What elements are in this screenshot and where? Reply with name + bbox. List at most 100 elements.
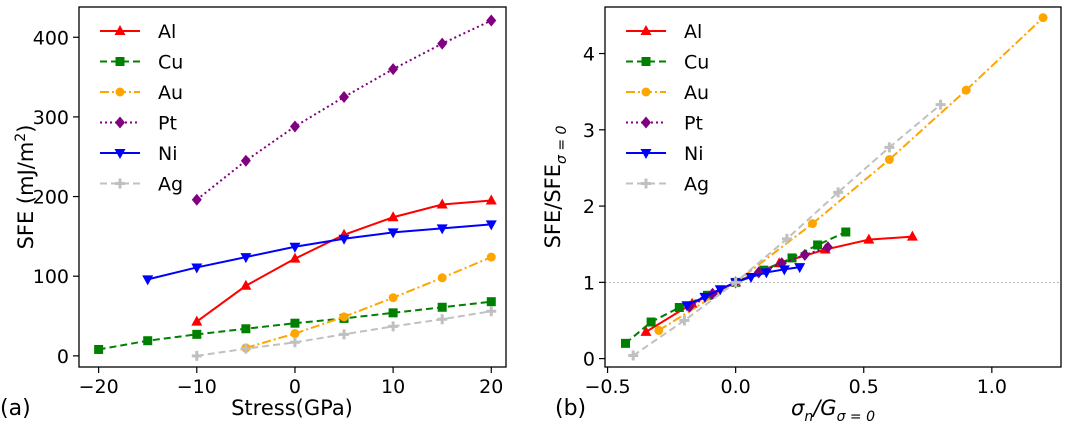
panel-a-x-axis-label: Stress(GPa): [231, 396, 353, 420]
legend-marker-ni: [114, 149, 126, 159]
data-point-ni: [681, 301, 693, 312]
legend-marker-al: [114, 25, 126, 35]
data-point-ni: [485, 220, 497, 231]
data-point-al: [906, 230, 918, 241]
x-tick-label: 0.5: [849, 376, 879, 398]
data-point-cu: [620, 338, 630, 348]
data-point-pt: [388, 63, 399, 76]
data-point-cu: [143, 336, 153, 346]
legend-label-ni: Ni: [158, 143, 178, 165]
data-point-cu: [486, 297, 496, 307]
data-point-ag: [781, 233, 792, 244]
panel-b-y-label-main: SFE/SFE: [541, 164, 565, 248]
data-point-au: [486, 252, 496, 262]
y-tick-label: 1: [583, 272, 595, 294]
data-point-cu: [813, 240, 823, 250]
legend-label-al: Al: [158, 21, 176, 43]
legend-marker-pt: [115, 116, 125, 129]
x-tick-label: 0: [289, 376, 301, 398]
data-point-al: [863, 233, 875, 244]
y-tick-label: 2: [583, 196, 595, 218]
legend-label-cu: Cu: [684, 52, 709, 74]
panel-b-label: (b): [555, 396, 586, 421]
y-tick-label: 200: [33, 187, 69, 209]
legend-label-ag: Ag: [684, 174, 709, 196]
panel-a-y-label-sup: 2: [13, 133, 29, 142]
data-point-ni: [745, 273, 757, 283]
panel-b-x-label-sub2: σ = 0: [837, 409, 876, 425]
data-point-au: [884, 155, 894, 165]
legend-label-au: Au: [684, 82, 709, 104]
data-point-ni: [191, 263, 203, 274]
data-point-pt: [437, 37, 448, 50]
legend-marker-al: [640, 25, 652, 35]
legend-label-al: Al: [684, 21, 702, 43]
data-point-al: [485, 194, 497, 205]
data-point-ni: [714, 285, 726, 296]
legend-marker-pt: [641, 116, 651, 129]
series-line-au: [245, 256, 492, 349]
panel-a-y-label-main: SFE (mJ/m: [14, 142, 38, 250]
y-tick-label: 0: [57, 346, 69, 368]
y-tick-label: 300: [33, 107, 69, 129]
panel-b-x-label-main: σ: [791, 396, 805, 420]
legend-marker-ag: [115, 178, 125, 189]
panel-b-x-label-mid: /G: [811, 396, 836, 420]
panel-a-data-marks: [94, 14, 497, 361]
panel-b-y-label-sub: σ = 0: [554, 125, 570, 164]
legend-label-au: Au: [158, 82, 183, 104]
data-point-au: [808, 219, 818, 229]
data-point-pt: [799, 248, 810, 261]
data-point-au: [1038, 13, 1048, 23]
data-point-ni: [760, 268, 772, 279]
data-point-ni: [387, 228, 399, 239]
data-point-cu: [94, 344, 104, 354]
legend-label-cu: Cu: [158, 52, 183, 74]
data-point-ag: [679, 315, 690, 326]
x-tick-label: 0.0: [721, 376, 751, 398]
y-tick-label: 400: [33, 27, 69, 49]
panel-a-legend: Al Cu Au Pt Ni Ag: [100, 21, 183, 196]
x-tick-label: 10: [381, 376, 405, 398]
data-point-ni: [338, 234, 350, 245]
panel-a-y-label-tail: ): [14, 125, 38, 133]
data-point-pt: [822, 241, 833, 254]
legend-label-pt: Pt: [158, 113, 177, 135]
series-line-al: [645, 235, 913, 333]
data-point-ag: [339, 329, 350, 340]
x-tick-label: 1.0: [977, 376, 1007, 398]
data-point-ag: [935, 99, 946, 110]
data-point-al: [640, 325, 652, 336]
data-point-au: [961, 85, 971, 95]
data-point-pt: [486, 14, 497, 27]
data-point-ag: [486, 306, 497, 317]
series-line-al: [196, 199, 492, 323]
x-tick-label: 20: [479, 376, 503, 398]
legend-marker-cu: [115, 57, 125, 66]
data-point-ni: [289, 242, 301, 253]
panel-b-y-axis-label: SFE/SFEσ = 0: [541, 125, 570, 248]
legend-marker-ni: [640, 149, 652, 159]
panel-a-y-axis-label: SFE (mJ/m2): [13, 125, 38, 250]
data-point-al: [240, 279, 252, 290]
data-point-cu: [192, 329, 202, 339]
data-point-ni: [142, 275, 154, 286]
legend-marker-au: [641, 87, 651, 97]
data-point-al: [191, 315, 203, 326]
data-point-cu: [674, 303, 684, 313]
data-point-au: [290, 329, 300, 339]
panel-b-ticks: −0.5 0.0 0.5 1.0 0 1 2 3 4: [583, 44, 1007, 398]
data-point-au: [339, 312, 349, 322]
panel-b-axes-frame: [604, 6, 1062, 368]
data-point-cu: [841, 227, 851, 237]
x-tick-label: −0.5: [584, 376, 630, 398]
data-point-cu: [646, 317, 656, 327]
data-point-cu: [388, 308, 398, 318]
series-line-au: [658, 16, 1044, 332]
data-point-ag: [437, 314, 448, 325]
data-point-ni: [240, 253, 252, 264]
data-point-ag: [628, 350, 639, 361]
